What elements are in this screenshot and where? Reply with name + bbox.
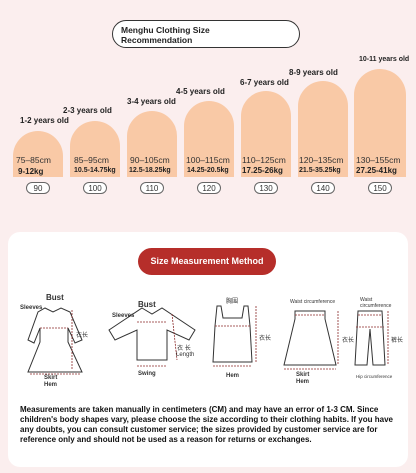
skirt-diagram	[283, 310, 339, 370]
title-line-2: Recommendation	[121, 35, 193, 45]
tank-top-diagram	[212, 305, 257, 367]
height-range: 110–125cm	[242, 155, 286, 165]
hem-label: Hem	[296, 379, 310, 385]
age-label: 8-9 years old	[289, 68, 338, 77]
size-tag: 150	[368, 182, 392, 194]
size-recommendation-title: Menghu Clothing Size Recommendation	[112, 20, 300, 48]
size-arch	[13, 131, 63, 177]
age-label: 6-7 years old	[240, 78, 289, 87]
length-char-2: 长	[184, 346, 191, 352]
robe-diagram	[108, 307, 196, 367]
title-line-1: Menghu Clothing Size	[121, 25, 210, 35]
height-range: 75–85cm	[16, 155, 51, 165]
height-range: 130–155cm	[356, 155, 401, 165]
height-range: 90–105cm	[130, 155, 170, 165]
size-tag: 140	[311, 182, 335, 194]
age-label: 3-4 years old	[127, 97, 176, 106]
waist-word: Waist	[360, 297, 373, 303]
length-label: 裤长	[391, 338, 404, 344]
age-label: 2-3 years old	[63, 106, 112, 115]
measurement-note: Measurements are taken manually in centi…	[20, 405, 393, 444]
hip-label: Hip circumference	[356, 374, 393, 379]
size-arch	[70, 121, 120, 177]
weight-range: 9-12kg	[18, 167, 44, 176]
length-english-label: Length	[176, 352, 195, 358]
size-arch	[354, 69, 406, 177]
skirt-label: Skirt	[296, 372, 310, 378]
size-tag: 100	[83, 182, 107, 194]
length-label: 衣 长	[177, 343, 191, 352]
size-arch	[241, 91, 291, 177]
length-label: 衣长	[76, 333, 89, 339]
size-tag: 90	[26, 182, 50, 194]
length-char-1: 衣	[177, 346, 184, 352]
size-arch	[298, 81, 348, 177]
size-arch	[184, 101, 234, 177]
size-arch	[127, 111, 177, 177]
bust-label: Bust	[138, 300, 156, 309]
length-label: 衣长	[259, 336, 272, 342]
age-label: 4-5 years old	[176, 87, 225, 96]
length-label: 衣长	[342, 338, 355, 344]
weight-range: 10.5-14.75kg	[74, 167, 116, 174]
bust-label: 胸围	[226, 299, 239, 305]
waist-label: Waist circumference	[290, 299, 336, 305]
pants-diagram	[354, 310, 389, 366]
hem-label: Hem	[226, 373, 240, 379]
hem-label: Hem	[44, 382, 58, 388]
size-tag: 130	[254, 182, 278, 194]
waist-label: Waist circumference	[360, 297, 391, 309]
weight-range: 27.25-41kg	[356, 166, 397, 175]
measurement-method-title: Size Measurement Method	[138, 248, 276, 275]
sleeves-label: Sleeves	[112, 313, 135, 319]
height-range: 120–135cm	[299, 155, 344, 165]
weight-range: 17.25-26kg	[242, 166, 283, 175]
dress-diagram	[27, 307, 83, 375]
sleeves-label: Sleeves	[20, 305, 43, 311]
age-label: 10-11 years old	[359, 56, 410, 63]
height-range: 100–115cm	[186, 155, 230, 165]
bust-label: Bust	[46, 293, 64, 302]
weight-range: 21.5-35.25kg	[299, 167, 341, 174]
circumference-word: circumference	[360, 303, 392, 309]
title-text: Menghu Clothing Size Recommendation	[121, 25, 210, 45]
skirt-label: Skirt	[44, 375, 58, 381]
size-tag: 110	[140, 182, 164, 194]
height-range: 85–95cm	[74, 155, 109, 165]
weight-range: 12.5-18.25kg	[129, 167, 171, 174]
weight-range: 14.25-20.5kg	[187, 167, 229, 174]
size-tag: 120	[197, 182, 221, 194]
swing-label: Swing	[138, 371, 156, 377]
age-label: 1-2 years old	[20, 116, 69, 125]
